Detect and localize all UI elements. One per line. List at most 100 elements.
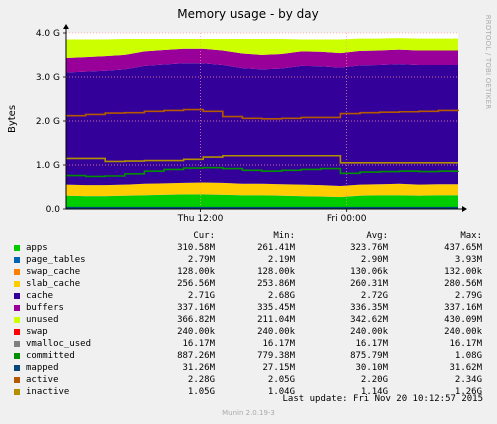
legend-row-swap: swap 240.00k 240.00k 240.00k 240.00k [14,326,484,338]
legend-cur: 2.79M [187,255,215,265]
legend-avg: 260.31M [350,279,388,289]
header-max: Max: [460,231,482,241]
legend-cur: 256.56M [177,279,215,289]
legend-max: 337.16M [444,303,482,313]
legend-avg: 2.20G [360,375,388,385]
x-tick-label: Fri 00:00 [327,214,367,224]
legend-name: committed [26,351,75,361]
legend-swatch [14,245,20,251]
legend-min: 2.68G [267,291,295,301]
legend-avg: 875.79M [350,351,388,361]
legend-avg: 240.00k [350,327,388,337]
legend-avg: 130.06k [350,267,388,277]
legend-max: 437.65M [444,243,482,253]
legend-avg: 323.76M [350,243,388,253]
legend-row-inactive: inactive 1.05G 1.04G 1.14G 1.26G [14,386,484,398]
legend-cur: 310.58M [177,243,215,253]
legend-min: 1.04G [267,387,295,397]
legend-header: Cur: Min: Avg: Max: [14,230,484,242]
y-tick-label: 0.0 [46,205,61,215]
legend-cur: 16.17M [182,339,215,349]
legend-min: 2.05G [267,375,295,385]
legend-avg: 336.35M [350,303,388,313]
legend-min: 211.04M [257,315,295,325]
legend-name: mapped [26,363,59,373]
legend-name: apps [26,243,48,253]
chart-title: Memory usage - by day [177,7,318,21]
y-axis-label: Bytes [7,105,18,133]
legend-table: Cur: Min: Avg: Max: apps 310.58M 261.41M 32… [14,230,484,398]
legend-cur: 2.28G [187,375,215,385]
legend-swatch [14,281,20,287]
rrdtool-credit: RRDTOOL / TOBI OETIKER [484,15,492,110]
legend-row-vmalloc_used: vmalloc_used 16.17M 16.17M 16.17M 16.17M [14,338,484,350]
legend-row-slab_cache: slab_cache 256.56M 253.86M 260.31M 280.56M [14,278,484,290]
legend-name: buffers [26,303,64,313]
legend-swatch [14,341,20,347]
legend-row-swap_cache: swap_cache 128.00k 128.00k 130.06k 132.00k [14,266,484,278]
legend-row-buffers: buffers 337.16M 335.45M 336.35M 337.16M [14,302,484,314]
y-tick-label: 4.0 G [36,29,60,39]
legend-cur: 1.05G [187,387,215,397]
legend-name: page_tables [26,255,86,265]
legend-min: 253.86M [257,279,295,289]
legend-row-unused: unused 366.82M 211.04M 342.62M 430.09M [14,314,484,326]
legend-swatch [14,269,20,275]
y-axis-arrow [63,24,69,29]
series-lines [66,108,459,210]
legend-cur: 887.26M [177,351,215,361]
legend-avg: 2.90M [360,255,388,265]
legend-name: slab_cache [26,279,81,289]
legend-swatch [14,353,20,359]
legend-swatch [14,305,20,311]
header-avg: Avg: [366,231,388,241]
legend-name: active [26,375,59,385]
axes: 0.0 1.0 G 2.0 G 3.0 G 4.0 G Thu 12:00 Fri 00:0… [36,24,467,224]
legend-max: 132.00k [444,267,482,277]
legend-swatch [14,293,20,299]
legend-min: 27.15M [262,363,295,373]
legend-swatch [14,317,20,323]
area-unused [66,38,458,58]
legend-min: 240.00k [257,327,295,337]
legend-swatch [14,389,20,395]
legend-avg: 30.10M [355,363,388,373]
legend-avg: 2.72G [360,291,388,301]
legend-row-page_tables: page_tables 2.79M 2.19M 2.90M 3.93M [14,254,484,266]
legend-max: 16.17M [449,339,482,349]
legend-min: 128.00k [257,267,295,277]
area-slab_cache [66,182,458,197]
line-active [66,108,459,120]
legend-avg: 342.62M [350,315,388,325]
legend-avg: 16.17M [355,339,388,349]
legend-max: 2.34G [454,375,482,385]
line-committed [66,166,459,178]
legend-max: 240.00k [444,327,482,337]
area-cache [66,63,458,186]
legend-swatch [14,365,20,371]
legend-min: 779.38M [257,351,295,361]
line-inactive [66,154,458,164]
legend-name: inactive [26,387,70,397]
legend-avg: 1.14G [360,387,388,397]
legend-name: cache [26,291,54,301]
legend-max: 3.93M [454,255,482,265]
legend-cur: 240.00k [177,327,215,337]
legend-swatch [14,377,20,383]
legend-name: swap [26,327,48,337]
x-axis-arrow [462,206,467,212]
munin-version: Munin 2.0.19-3 [222,409,275,417]
legend-max: 280.56M [444,279,482,289]
legend-max: 2.79G [454,291,482,301]
header-cur: Cur: [193,231,215,241]
y-tick-label: 2.0 G [36,117,60,127]
legend-row-active: active 2.28G 2.05G 2.20G 2.34G [14,374,484,386]
last-update: Last update: Fri Nov 20 10:12:57 2015 [282,394,483,404]
plot-area [66,33,458,209]
y-tick-label: 1.0 G [36,161,60,171]
legend-cur: 366.82M [177,315,215,325]
legend-max: 1.26G [454,387,482,397]
legend-max: 31.62M [449,363,482,373]
legend-max: 430.09M [444,315,482,325]
